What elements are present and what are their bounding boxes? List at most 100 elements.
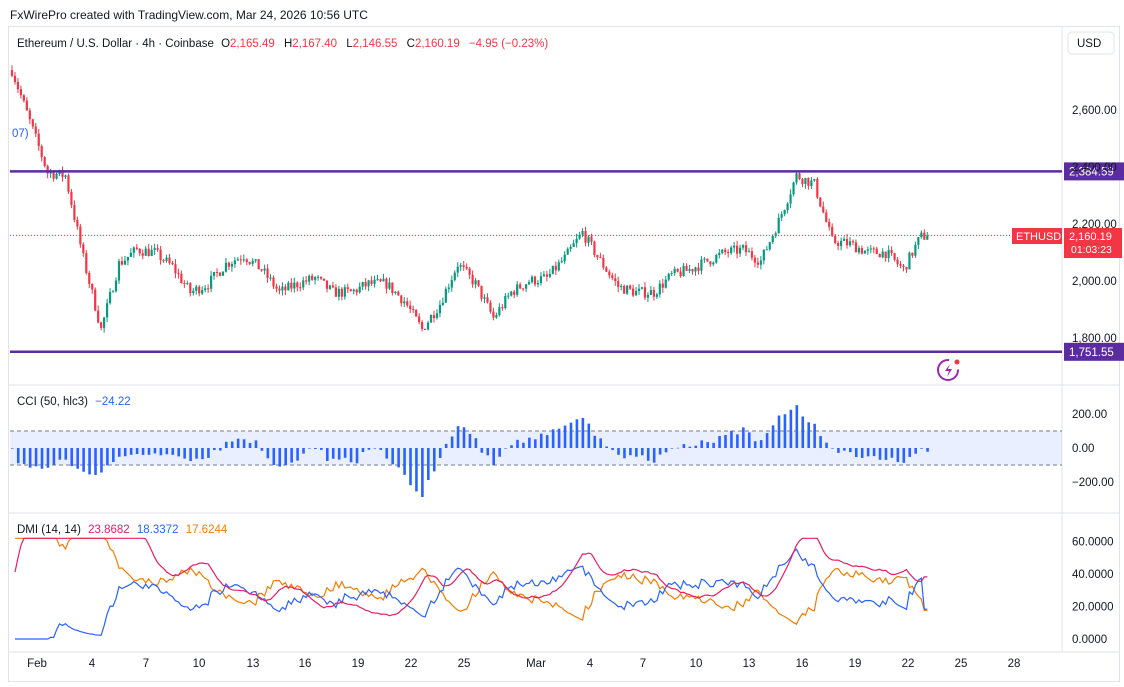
cci-bar — [219, 448, 222, 451]
cci-bar — [106, 448, 109, 466]
candle — [596, 254, 599, 260]
time-tick-label: 4 — [89, 658, 96, 670]
candle — [465, 263, 468, 270]
candle — [397, 290, 400, 296]
cci-bar — [688, 446, 692, 448]
cci-bar — [765, 433, 769, 448]
candle — [590, 233, 593, 245]
candle — [911, 252, 914, 259]
candle-body — [361, 282, 364, 287]
candle-body — [337, 288, 340, 297]
candle-body — [557, 262, 560, 271]
candle — [548, 268, 551, 279]
candle-body — [649, 290, 653, 295]
candle-body — [331, 285, 335, 288]
candle-body — [254, 259, 257, 261]
candle — [337, 285, 340, 301]
candle-body — [79, 226, 82, 245]
cci-layer — [11, 405, 929, 497]
currency-button[interactable] — [1067, 31, 1115, 55]
symbol-name: Ethereum / U.S. Dollar · 4h · Coinbase — [17, 38, 214, 50]
cci-bar — [718, 436, 721, 448]
candle-body — [878, 253, 881, 258]
candle-body — [578, 234, 581, 239]
candle-body — [810, 180, 813, 186]
symbol-legend[interactable]: Ethereum / U.S. Dollar · 4h · Coinbase O… — [17, 38, 548, 50]
candle-body — [483, 297, 486, 299]
cci-bar — [789, 409, 793, 448]
candle-body — [67, 175, 70, 192]
candle-body — [64, 175, 67, 177]
candle — [750, 247, 754, 261]
candle — [825, 209, 828, 223]
time-tick-label: Feb — [27, 658, 47, 670]
time-tick-label: 13 — [743, 658, 756, 670]
open-value: 2,165.49 — [230, 38, 275, 50]
candle — [331, 281, 335, 289]
candle — [703, 257, 706, 263]
candle-body — [893, 253, 896, 260]
candle-body — [599, 257, 602, 259]
candle-body — [305, 280, 308, 282]
candle-body — [76, 219, 79, 227]
cci-bar — [676, 447, 680, 449]
candle — [189, 282, 192, 297]
candle-body — [40, 146, 43, 158]
candle — [845, 234, 849, 249]
candle — [477, 280, 480, 287]
candle-body — [563, 254, 566, 262]
candle-body — [236, 259, 239, 261]
candle — [887, 245, 890, 263]
candle — [789, 189, 792, 209]
cci-bar — [819, 436, 822, 448]
cci-bar — [914, 448, 917, 454]
cci-bar — [183, 448, 186, 459]
candle — [646, 292, 650, 302]
candle — [504, 293, 507, 310]
candle — [61, 166, 64, 182]
candle-body — [370, 280, 373, 284]
chart-credit: FxWirePro created with TradingView.com, … — [10, 8, 368, 22]
candle — [201, 286, 204, 296]
candle — [316, 275, 320, 281]
lightning-replay-icon[interactable] — [937, 359, 960, 381]
candle-body — [551, 265, 554, 274]
candle-body — [896, 259, 899, 265]
candle — [854, 239, 858, 253]
candle — [498, 303, 501, 317]
candle-body — [447, 287, 450, 289]
candle — [640, 286, 644, 290]
candle — [848, 236, 852, 248]
candle — [828, 218, 831, 231]
cci-bar — [230, 441, 234, 448]
cci-bar — [195, 448, 198, 459]
candle — [305, 275, 308, 285]
candle — [667, 272, 670, 282]
currency-label: USD — [1077, 38, 1101, 50]
candle — [248, 261, 251, 266]
cci-bar — [34, 448, 38, 467]
candle — [510, 290, 513, 297]
price-tick-label: 2,400.00 — [1072, 162, 1117, 174]
candle — [697, 262, 700, 275]
cci-bar — [902, 448, 906, 463]
candle — [435, 309, 439, 320]
cci-bar — [551, 429, 555, 448]
candle-body — [869, 248, 872, 250]
levels-layer[interactable]: 2,384.59 1,751.55 — [10, 162, 1124, 361]
candle — [634, 287, 638, 296]
cci-legend[interactable]: CCI (50, hlc3) −24.22 — [17, 396, 131, 408]
candle — [126, 256, 129, 266]
candle-body — [52, 172, 55, 179]
dmi-legend[interactable]: DMI (14, 14) 23.8682 18.3372 17.6244 — [17, 524, 228, 536]
candle — [287, 280, 290, 291]
candle — [10, 65, 14, 78]
candle-body — [43, 157, 46, 167]
candle — [432, 310, 436, 323]
candle — [777, 213, 780, 234]
cci-bar — [385, 448, 389, 459]
candle-body — [85, 253, 88, 273]
cci-bar — [397, 448, 400, 468]
candle-body — [88, 272, 91, 284]
